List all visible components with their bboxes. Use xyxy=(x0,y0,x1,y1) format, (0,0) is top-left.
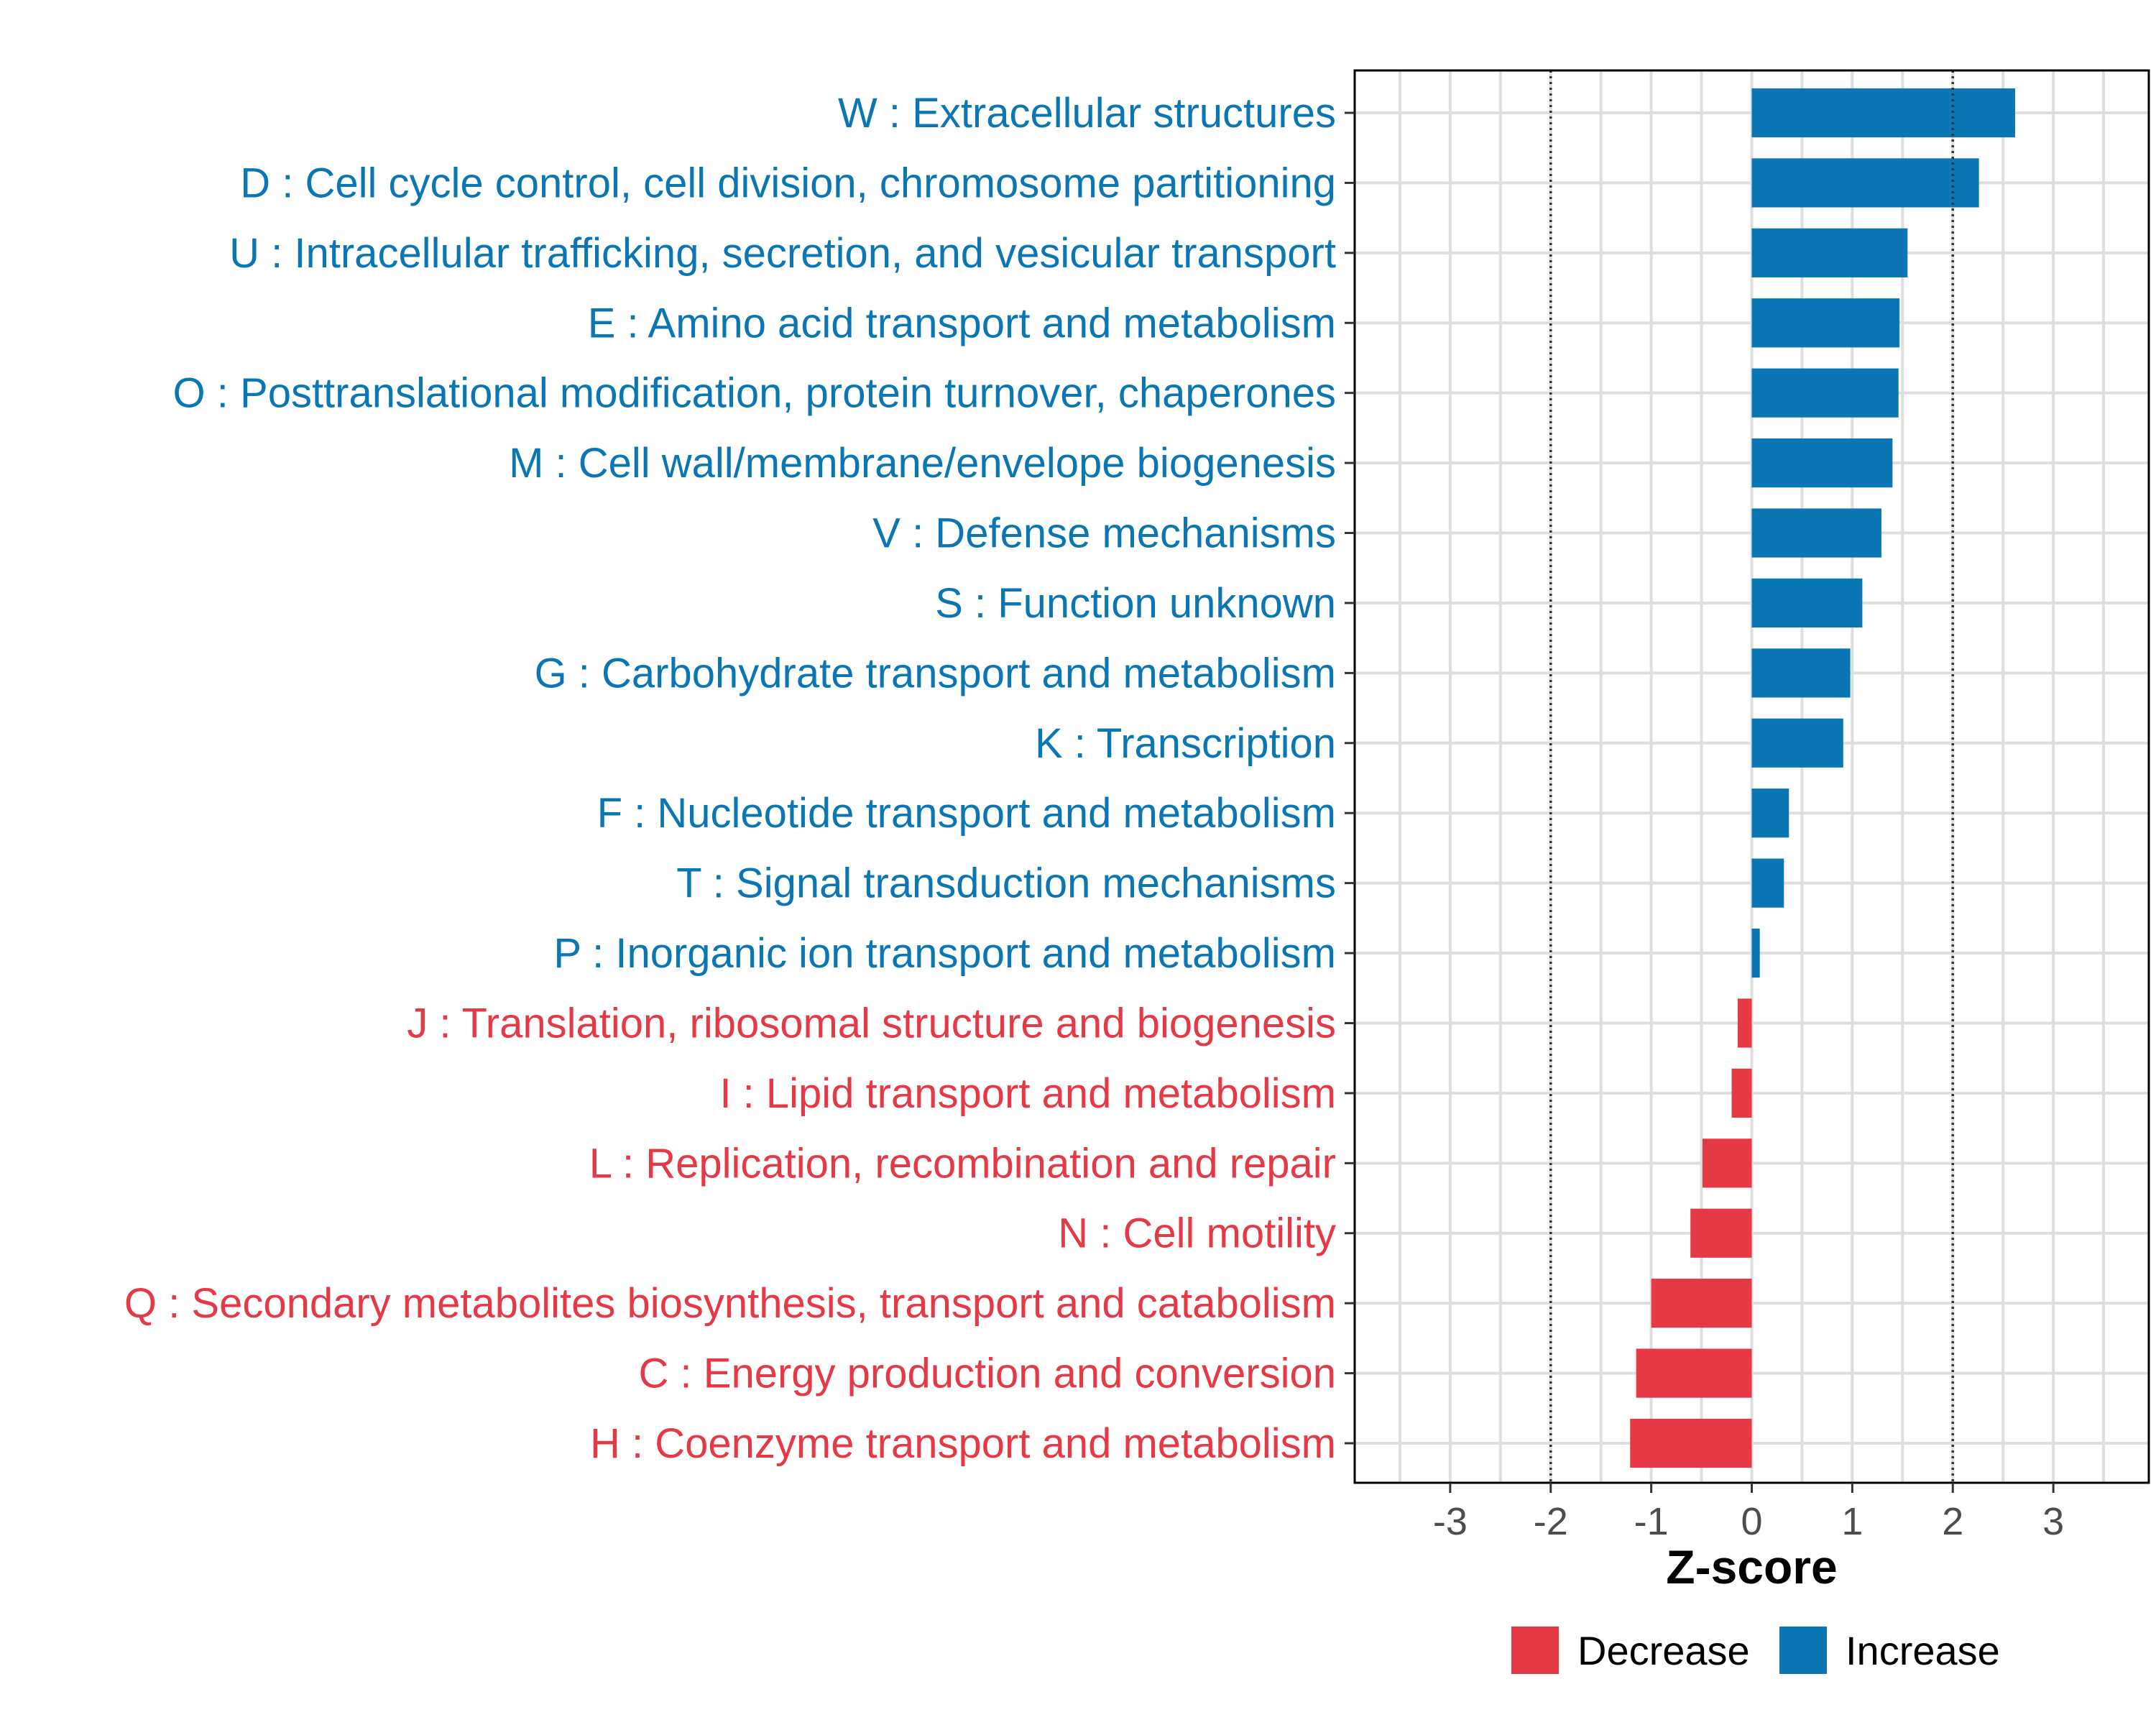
legend-swatch xyxy=(1779,1627,1827,1674)
legend-label: Decrease xyxy=(1577,1628,1750,1673)
category-label: H : Coenzyme transport and metabolism xyxy=(590,1420,1336,1467)
bar xyxy=(1690,1208,1752,1258)
bar xyxy=(1751,298,1900,348)
category-label: M : Cell wall/membrane/envelope biogenes… xyxy=(509,440,1336,487)
category-label: W : Extracellular structures xyxy=(838,90,1336,137)
category-label: K : Transcription xyxy=(1035,720,1336,767)
y-axis: W : Extracellular structures D : Cell cyc… xyxy=(124,90,1355,1467)
category-label: J : Translation, ribosomal structure and… xyxy=(407,1000,1336,1046)
legend-label: Increase xyxy=(1846,1628,2000,1673)
bar xyxy=(1751,508,1881,558)
bar xyxy=(1751,718,1843,768)
x-tick-label: 0 xyxy=(1741,1500,1762,1543)
x-tick-label: 3 xyxy=(2042,1500,2064,1543)
bar xyxy=(1702,1138,1752,1188)
category-label: F : Nucleotide transport and metabolism xyxy=(597,790,1336,837)
category-label: I : Lipid transport and metabolism xyxy=(719,1070,1336,1117)
x-axis-title: Z-score xyxy=(1666,1540,1837,1593)
legend-swatch xyxy=(1511,1627,1559,1674)
bar xyxy=(1751,788,1789,838)
x-tick-label: 2 xyxy=(1942,1500,1963,1543)
bar xyxy=(1731,1068,1752,1118)
category-label: V : Defense mechanisms xyxy=(872,510,1336,557)
bar xyxy=(1751,368,1899,418)
x-tick-label: -3 xyxy=(1433,1500,1468,1543)
bar xyxy=(1751,88,2015,138)
x-tick-label: -2 xyxy=(1534,1500,1568,1543)
category-label: N : Cell motility xyxy=(1058,1210,1336,1257)
x-tick-label: 1 xyxy=(1841,1500,1863,1543)
category-label: G : Carbohydrate transport and metabolis… xyxy=(535,650,1336,696)
bar xyxy=(1636,1348,1752,1398)
bar xyxy=(1737,998,1752,1048)
bar xyxy=(1651,1279,1752,1328)
category-label: O : Posttranslational modification, prot… xyxy=(173,370,1336,417)
x-axis: -3 -2 -1 0 1 2 3 xyxy=(1433,1483,2064,1543)
category-label: P : Inorganic ion transport and metaboli… xyxy=(553,930,1336,977)
bar xyxy=(1751,928,1760,978)
bar xyxy=(1751,648,1851,698)
bar xyxy=(1630,1418,1752,1468)
bar xyxy=(1751,228,1908,277)
bar-layer xyxy=(1630,88,2015,1468)
category-label: E : Amino acid transport and metabolism xyxy=(588,300,1336,346)
x-tick-label: -1 xyxy=(1634,1500,1669,1543)
category-label: T : Signal transduction mechanisms xyxy=(676,860,1336,907)
bar xyxy=(1751,858,1784,908)
category-label: D : Cell cycle control, cell division, c… xyxy=(240,160,1336,206)
legend: Decrease Increase xyxy=(1511,1627,2000,1674)
category-label: S : Function unknown xyxy=(935,580,1336,627)
bar xyxy=(1751,578,1863,628)
category-label: C : Energy production and conversion xyxy=(639,1351,1336,1397)
category-label: L : Replication, recombination and repai… xyxy=(589,1140,1336,1187)
category-label: U : Intracellular trafficking, secretion… xyxy=(229,230,1336,277)
category-label: Q : Secondary metabolites biosynthesis, … xyxy=(124,1280,1336,1327)
bar xyxy=(1751,158,1979,208)
bar xyxy=(1751,438,1893,488)
